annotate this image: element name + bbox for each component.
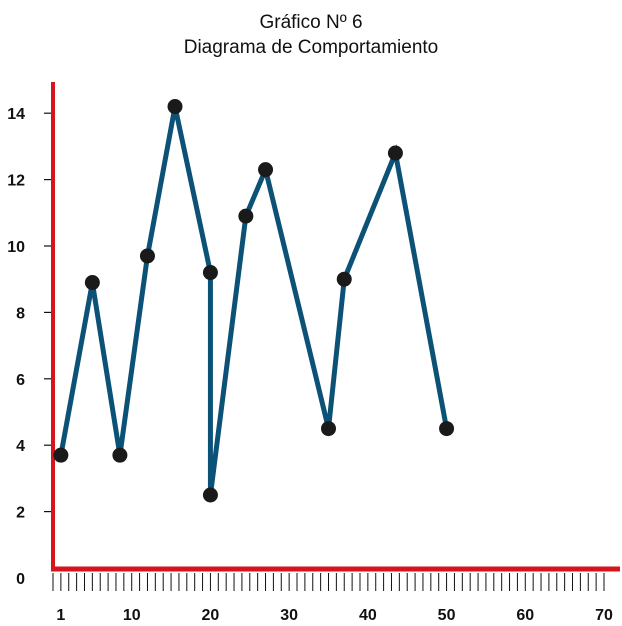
data-point (112, 447, 128, 463)
series-line (58, 106, 450, 496)
y-tick-label: 8 (16, 305, 25, 322)
y-tick-label: 12 (7, 173, 25, 190)
y-tick-label: 2 (16, 505, 25, 522)
x-tick-label: 60 (516, 607, 534, 624)
x-tick-label: 20 (202, 607, 220, 624)
data-point (387, 145, 403, 161)
data-point (321, 421, 336, 437)
data-point (202, 487, 218, 503)
data-point (84, 275, 100, 291)
x-tick-label: 70 (595, 607, 613, 624)
y-tick-label: 14 (7, 106, 25, 123)
chart-subtitle: Diagrama de Comportamiento (183, 37, 439, 58)
data-point (439, 421, 455, 437)
chart-title: Gráfico Nº 6 (259, 12, 363, 33)
y-tick-label: 4 (16, 438, 25, 455)
data-point (238, 208, 254, 224)
x-tick-label: 10 (123, 607, 141, 624)
data-point (336, 271, 352, 287)
y-tick-label: 6 (16, 372, 25, 389)
x-tick-label: 40 (359, 607, 377, 624)
x-tick-label: 50 (438, 607, 456, 624)
y-tick-label: 10 (7, 239, 25, 256)
data-point (202, 265, 218, 281)
data-point (167, 99, 183, 115)
data-point (258, 162, 274, 178)
y-tick-label: 0 (16, 571, 25, 588)
x-tick-label: 30 (280, 607, 298, 624)
data-point (53, 447, 69, 463)
data-point (139, 248, 155, 264)
x-tick-label: 1 (56, 607, 65, 624)
